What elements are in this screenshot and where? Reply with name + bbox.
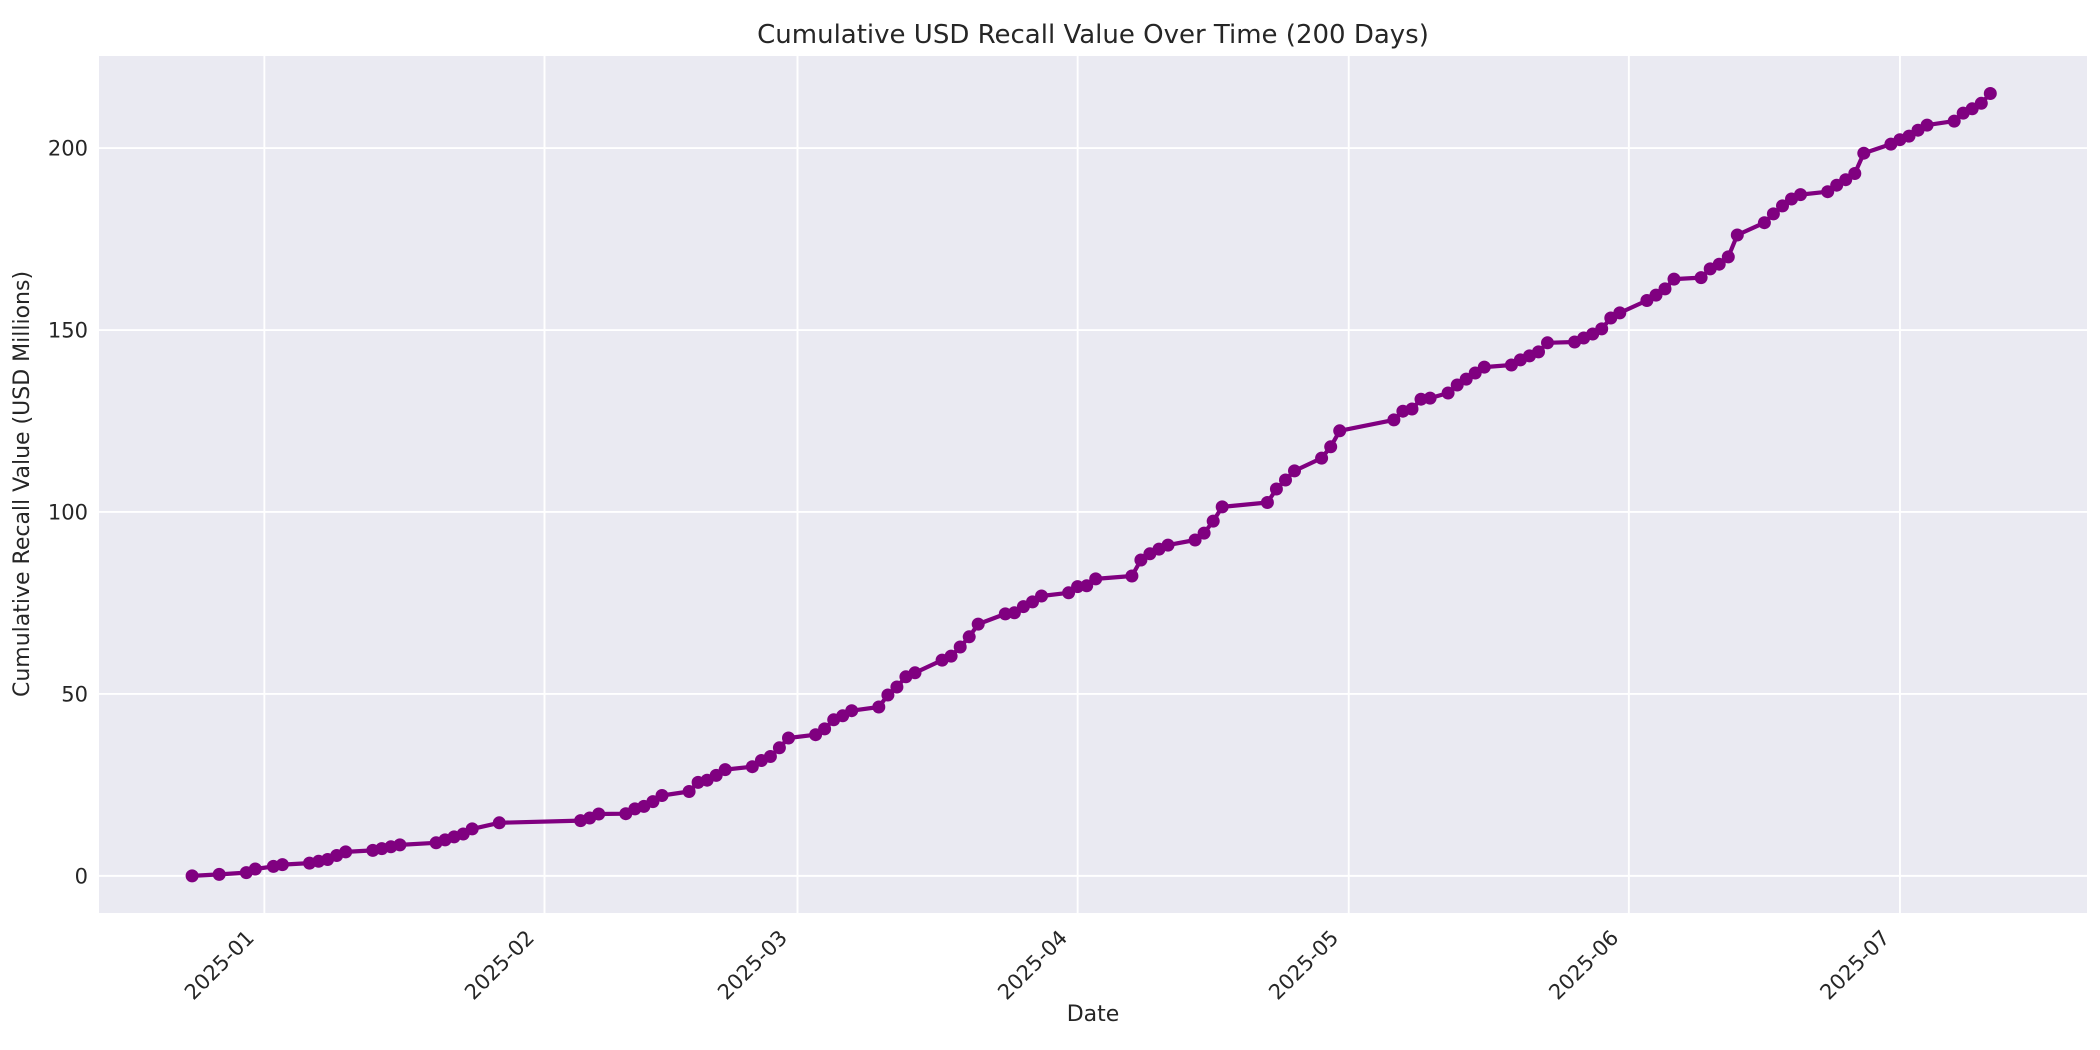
data-point-marker — [1839, 173, 1853, 187]
data-point-marker — [592, 807, 606, 821]
chart-title: Cumulative USD Recall Value Over Time (2… — [757, 20, 1429, 50]
data-point-marker — [1080, 579, 1094, 593]
data-point-marker — [745, 760, 759, 774]
data-point-marker — [1279, 473, 1292, 487]
data-point-marker — [818, 722, 832, 736]
data-point-marker — [1387, 413, 1401, 427]
data-point-marker — [1260, 496, 1274, 509]
data-point-marker — [1089, 572, 1103, 586]
data-point-marker — [1541, 336, 1554, 350]
grid-layer — [99, 56, 2087, 913]
data-point-marker — [772, 741, 786, 755]
data-point-marker — [1857, 146, 1871, 160]
data-point-marker — [1721, 250, 1735, 264]
data-point-marker — [248, 862, 262, 876]
data-point-marker — [1794, 188, 1807, 202]
data-point-marker — [1974, 96, 1988, 110]
data-point-marker — [1667, 272, 1681, 286]
data-point-marker — [1848, 167, 1862, 180]
data-point-marker — [1983, 87, 1997, 100]
data-point-marker — [1477, 360, 1491, 374]
data-point-marker — [782, 731, 795, 745]
data-point-marker — [881, 688, 895, 702]
x-tick-label: 2025-06 — [1544, 926, 1623, 1005]
data-point-marker — [718, 763, 732, 777]
series-layer — [185, 87, 1997, 883]
data-point-marker — [1215, 500, 1229, 514]
data-point-marker — [1658, 282, 1672, 296]
data-point-marker — [1712, 257, 1726, 271]
data-point-marker — [1766, 207, 1780, 221]
data-point-marker — [1125, 569, 1139, 583]
data-point-marker — [1206, 514, 1220, 528]
data-point-marker — [1315, 451, 1329, 465]
x-tick-label: 2025-04 — [993, 926, 1072, 1005]
data-point-marker — [393, 838, 407, 852]
data-point-marker — [1441, 386, 1455, 400]
data-point-marker — [646, 795, 660, 809]
axes-background — [99, 56, 2087, 913]
data-point-marker — [655, 789, 669, 802]
x-tick-labels: 2025-01 2025-02 2025-03 2025-04 2025-05 2025-… — [180, 926, 1895, 1005]
data-point-marker — [465, 822, 479, 836]
y-axis-label: Cumulative Recall Value (USD Millions) — [10, 271, 35, 697]
x-axis-label: Date — [1067, 1002, 1120, 1027]
data-point-marker — [1694, 271, 1708, 285]
y-tick-labels: 0 50 100 150 200 — [48, 137, 88, 889]
data-point-marker — [1595, 322, 1609, 336]
data-point-marker — [1161, 538, 1175, 552]
data-point-marker — [1757, 216, 1771, 230]
data-point-marker — [1197, 526, 1211, 540]
data-point-marker — [1188, 533, 1202, 547]
data-point-marker — [1821, 185, 1835, 199]
data-point-marker — [1532, 345, 1545, 359]
x-tick-label: 2025-03 — [713, 926, 792, 1005]
data-point-marker — [944, 649, 958, 663]
data-point-marker — [845, 704, 859, 718]
y-tick-label: 200 — [48, 137, 88, 161]
y-tick-label: 50 — [61, 682, 88, 706]
data-point-marker — [275, 858, 289, 872]
y-tick-label: 0 — [75, 864, 88, 888]
x-tick-label: 2025-05 — [1264, 926, 1343, 1005]
data-point-marker — [1333, 424, 1347, 438]
data-point-marker — [1288, 464, 1301, 478]
data-point-marker — [339, 845, 353, 859]
data-point-marker — [492, 816, 506, 830]
data-point-marker — [212, 867, 226, 881]
data-point-marker — [1423, 391, 1437, 405]
data-point-marker — [1405, 402, 1419, 416]
x-tick-label: 2025-02 — [460, 926, 539, 1005]
data-point-marker — [763, 750, 777, 763]
data-point-marker — [1776, 199, 1789, 213]
y-tick-label: 150 — [48, 319, 88, 343]
data-point-marker — [1920, 118, 1934, 132]
data-point-marker — [1324, 440, 1338, 454]
y-tick-label: 100 — [48, 500, 88, 524]
data-point-marker — [682, 785, 696, 798]
data-point-marker — [1613, 306, 1627, 320]
data-point-marker — [1035, 589, 1048, 603]
data-point-marker — [185, 869, 199, 883]
data-point-marker — [1947, 114, 1961, 128]
data-point-marker — [1269, 482, 1283, 496]
data-point-marker — [890, 680, 904, 694]
data-point-marker — [953, 640, 967, 654]
data-point-marker — [872, 700, 886, 714]
data-point-marker — [971, 617, 985, 631]
data-point-marker — [962, 630, 976, 644]
data-point-marker — [1730, 228, 1744, 242]
data-point-marker — [908, 666, 922, 680]
x-tick-label: 2025-07 — [1815, 926, 1894, 1005]
x-tick-label: 2025-01 — [180, 926, 259, 1005]
